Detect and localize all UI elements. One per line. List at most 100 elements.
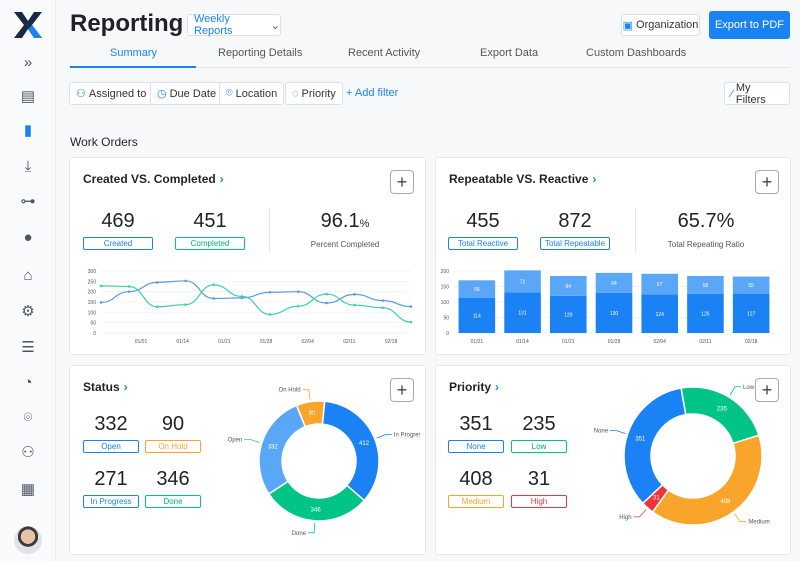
donut-slice-medium [651, 434, 763, 526]
data-point [212, 297, 216, 300]
slice-value: 408 [720, 499, 731, 505]
slice-label: Open [228, 438, 243, 444]
download-tray-icon[interactable]: ⤓ [24, 157, 32, 175]
card-title-link[interactable]: Created VS. Completed › [83, 172, 224, 186]
my-filters-button[interactable]: ⁄ My Filters [724, 82, 790, 106]
bar-segment [641, 273, 678, 295]
hierarchy-icon[interactable]: ⊶ [20, 193, 36, 210]
bar-segment [550, 295, 587, 333]
tab-summary[interactable]: Summary [110, 47, 158, 59]
tab-export-data[interactable]: Export Data [480, 47, 539, 59]
y-tick-label: 50 [443, 316, 449, 322]
add-widget-button[interactable]: + [390, 378, 414, 402]
reactive-badge: Total Reactive [448, 237, 518, 250]
done-count: 346 [156, 468, 190, 490]
none-badge: None [448, 440, 504, 453]
slice-value: 235 [717, 407, 728, 413]
leader-line [734, 513, 747, 523]
priority-card: Priority › + 351 None 235 Low 408 Medium … [435, 365, 791, 555]
data-point [184, 279, 187, 283]
document-icon[interactable]: ▦ [20, 481, 36, 498]
bar-segment [641, 294, 678, 333]
donut-slice-low [680, 386, 760, 445]
gear-icon[interactable]: ⚙ [21, 303, 35, 320]
bar-data-label: 56 [474, 287, 480, 293]
location-pin-icon[interactable]: ⌾ [23, 408, 33, 426]
data-point [325, 292, 328, 296]
bar-segment [595, 272, 633, 293]
series-line-1 [100, 284, 412, 323]
magic-wand-icon: ⁄ [731, 87, 733, 100]
filter-assigned-to[interactable]: ⚇ Assigned to [69, 82, 154, 105]
y-tick-label: 50 [90, 321, 96, 327]
on-hold-count: 90 [161, 413, 185, 435]
medium-badge: Medium [448, 495, 504, 508]
export-pdf-button[interactable]: Export to PDF [709, 11, 790, 39]
bar-segment [504, 270, 541, 293]
user-avatar[interactable] [14, 526, 42, 554]
slice-label: High [619, 515, 631, 521]
x-tick-label: 01/01 [471, 339, 484, 345]
x-tick-label: 02/18 [745, 339, 758, 345]
bar-chart-icon[interactable]: ▮ [23, 122, 33, 139]
x-tick-label: 01/14 [516, 339, 529, 345]
reactive-count: 455 [466, 210, 500, 232]
slice-label: Medium [748, 520, 769, 526]
open-badge: Open [83, 440, 139, 453]
data-point [212, 283, 216, 287]
completed-count: 451 [193, 210, 227, 232]
bar-segment [458, 297, 496, 333]
add-widget-button[interactable]: + [755, 378, 779, 402]
y-tick-label: 100 [88, 310, 97, 316]
tab-reporting-details[interactable]: Reporting Details [218, 47, 303, 59]
filter-due-date[interactable]: ◷ Due Date [150, 82, 224, 105]
bar-data-label: 64 [566, 284, 572, 290]
bar-data-label: 67 [657, 282, 663, 288]
repeating-ratio-label: Total Repeating Ratio [667, 240, 745, 249]
page-title: Reporting [70, 10, 184, 37]
filter-location[interactable]: ⌾ Location [219, 82, 285, 105]
expand-icon[interactable]: » [23, 53, 33, 71]
inbox-icon[interactable]: ▤ [20, 88, 36, 105]
bar-data-label: 124 [656, 312, 665, 318]
x-tick-label: 02/04 [301, 339, 314, 345]
bar-data-label: 126 [701, 311, 710, 317]
add-widget-button[interactable]: + [390, 170, 414, 194]
add-widget-button[interactable]: + [755, 170, 779, 194]
list-icon[interactable]: ☰ [21, 339, 35, 356]
card-title-link[interactable]: Priority › [449, 380, 500, 394]
data-point [268, 290, 272, 294]
report-select[interactable]: Weekly Reports ⌄ [187, 13, 281, 37]
slice-label: On Hold [279, 388, 301, 394]
card-title-link[interactable]: Status › [83, 380, 128, 394]
organization-button[interactable]: ▣ Organization [621, 14, 700, 36]
data-point [353, 303, 356, 307]
bar-segment [595, 292, 633, 333]
stacked-bar-chart: 0 50 100 150 200 114 56 01/01 131 71 01/14 120 64 01/… [441, 269, 774, 345]
status-card: Status › + 332 Open 90 On Hold 271 In Pro… [69, 365, 426, 555]
tab-recent-activity[interactable]: Recent Activity [348, 47, 421, 59]
y-tick-label: 150 [88, 300, 97, 306]
users-icon[interactable]: ⚇ [21, 444, 35, 461]
donut-slice-none [623, 387, 687, 505]
add-filter-button[interactable]: + Add filter [346, 87, 399, 99]
data-point [127, 290, 131, 293]
logo[interactable] [14, 12, 42, 38]
chat-icon[interactable]: ● [23, 228, 33, 246]
data-point [409, 305, 413, 308]
tab-custom-dashboards[interactable]: Custom Dashboards [586, 47, 687, 59]
data-point [296, 304, 300, 308]
data-point [296, 290, 300, 293]
gauge-icon[interactable]: ◔ [23, 373, 33, 391]
bar-data-label: 127 [747, 311, 756, 317]
x-tick-label: 01/28 [260, 339, 273, 345]
card-title-link[interactable]: Repeatable VS. Reactive › [449, 172, 597, 186]
data-point [156, 281, 159, 284]
organization-label: Organization [636, 19, 699, 31]
chevron-right-icon: › [219, 172, 224, 186]
filter-priority[interactable]: ◌ Priority [285, 82, 343, 105]
user-icon: ⚇ [76, 88, 86, 100]
leader-line [729, 386, 742, 396]
tag-icon[interactable]: ⌂ [23, 266, 33, 284]
donut-slice-open [258, 404, 307, 495]
